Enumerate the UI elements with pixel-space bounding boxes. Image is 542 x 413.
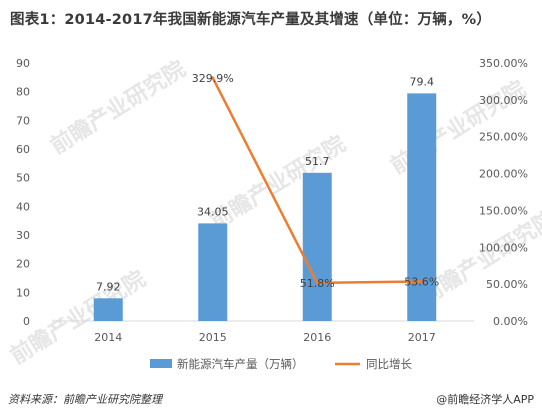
y-right-tick-label: 100.00%	[479, 241, 528, 254]
y-left-tick-label: 90	[16, 57, 30, 70]
line-point	[315, 281, 319, 285]
legend-label-line: 同比增长	[366, 357, 412, 371]
x-tick-label: 2016	[303, 331, 331, 344]
bar	[93, 298, 123, 321]
y-left-tick-label: 40	[16, 200, 30, 213]
y-right-tick-label: 350.00%	[479, 57, 528, 70]
y-left-tick-label: 10	[16, 286, 30, 299]
y-right-tick-label: 0.00%	[493, 315, 528, 328]
y-right-tick-label: 300.00%	[479, 94, 528, 107]
source-note: 资料来源：前瞻产业研究院整理	[8, 393, 162, 406]
y-right-tick-label: 50.00%	[486, 278, 528, 291]
y-left-tick-label: 50	[16, 172, 30, 185]
bar	[198, 223, 228, 321]
y-left-tick-label: 30	[16, 229, 30, 242]
y-left-tick-label: 80	[16, 86, 30, 99]
y-left-tick-label: 60	[16, 143, 30, 156]
line-data-label: 329.9%	[192, 72, 234, 85]
y-left-tick-label: 70	[16, 114, 30, 127]
y-right-tick-label: 250.00%	[479, 131, 528, 144]
line-point	[211, 76, 215, 80]
bar	[302, 172, 332, 321]
line-point	[420, 279, 424, 283]
chart-title: 图表1：2014-2017年我国新能源汽车产量及其增速（单位：万辆，%）	[10, 12, 492, 28]
y-right-tick-label: 200.00%	[479, 168, 528, 181]
brand-credit: @前瞻经济学人APP	[436, 393, 534, 406]
bar-data-label: 7.92	[96, 280, 121, 293]
bar-data-label: 34.05	[197, 205, 229, 218]
combo-chart: 0 10 20 30 40 50 60 70 80 90 0.00% 50.00% 100.00% 150…	[16, 57, 528, 371]
x-tick-label: 2017	[408, 331, 436, 344]
bar-data-label: 51.7	[305, 155, 330, 168]
line-data-label: 51.8%	[300, 277, 335, 290]
x-tick-label: 2014	[94, 331, 122, 344]
legend-label-bar: 新能源汽车产量（万辆）	[177, 357, 304, 371]
bar-data-label: 79.4	[410, 75, 435, 88]
y-left-tick-label: 20	[16, 258, 30, 271]
y-left-tick-label: 0	[23, 315, 30, 328]
legend-swatch-bar	[150, 359, 172, 368]
x-tick-label: 2015	[199, 331, 227, 344]
y-right-tick-label: 150.00%	[479, 204, 528, 217]
bar	[407, 93, 437, 322]
line-data-label: 53.6%	[404, 275, 439, 288]
